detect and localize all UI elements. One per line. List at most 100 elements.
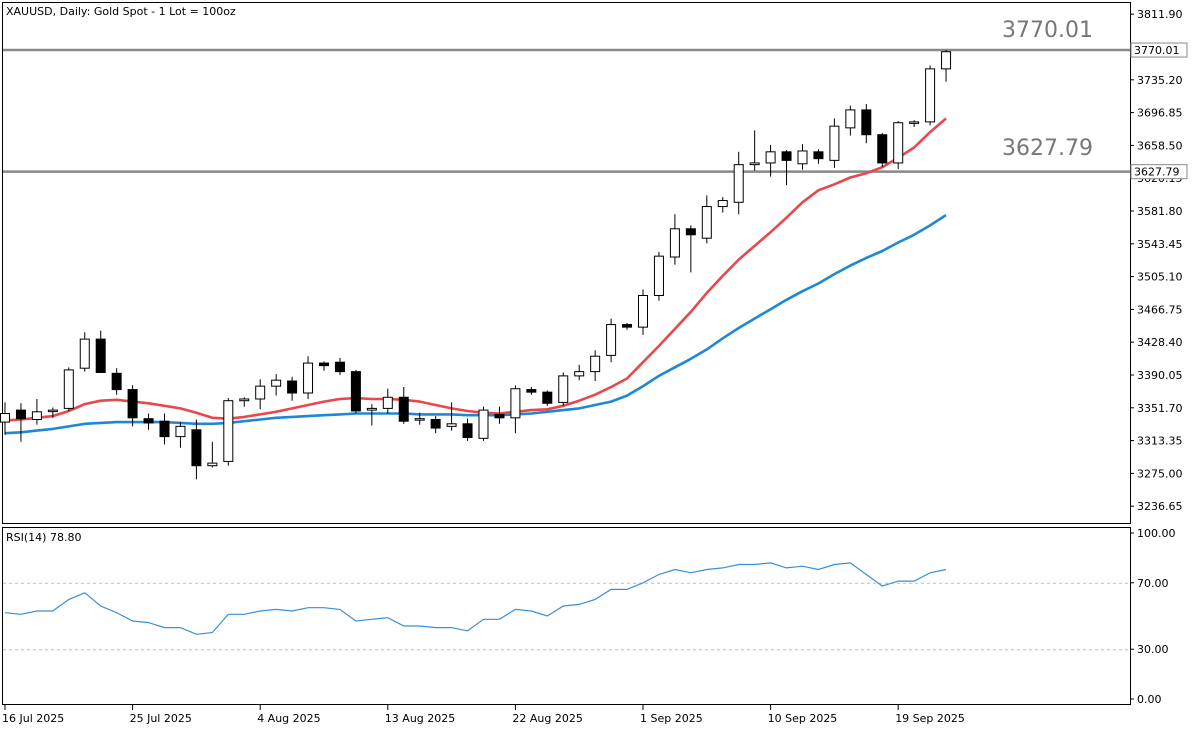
candle-body-bull [223,400,234,462]
candle [446,402,457,431]
candle [669,214,680,265]
candle-body-bull [382,396,393,409]
candle [893,121,904,169]
candle [175,422,186,448]
candle [478,406,489,441]
candle-body-bull [829,125,840,161]
level-tag-text-1: 3627.79 [1134,166,1180,179]
candle-body-bull [255,385,266,400]
candle [494,406,505,424]
candle-body-bull [31,411,42,421]
candle [749,130,760,171]
candle-body-bear [877,134,888,164]
candle [909,120,920,128]
candle [79,332,90,372]
upper-level-label: 3770.01 [1002,18,1093,43]
rsi-info: RSI(14) 78.80 [6,531,81,544]
candle-body-bull [893,122,904,164]
time-tick-label: 4 Aug 2025 [257,712,320,725]
candle [685,225,696,273]
candle [558,372,569,406]
candle [63,367,74,411]
rsi-tick-label: 70.00 [1137,577,1169,590]
candle-body-bear [350,371,361,412]
candle-body-bear [191,429,202,467]
price-tick-label: 3313.35 [1137,435,1183,448]
candle [255,379,266,410]
candle-body-bull [207,462,218,467]
candle-body-bull [175,425,186,438]
ma-slow-line [4,214,947,435]
candle [430,416,441,434]
horizontal-level-lines[interactable] [3,48,1130,173]
candle [334,357,345,376]
level-price-tags: 3770.01 3627.79 [1130,42,1188,180]
candle-body-bear [622,324,633,328]
ma-fast-line [4,117,947,422]
candle-body-bear [494,413,505,419]
price-axis: 3811.903773.453735.203696.853658.503620.… [1130,8,1183,513]
candle [622,322,633,330]
candle-body-bull [63,369,74,409]
candle-body-bear [287,380,298,394]
time-tick-label: 16 Jul 2025 [2,712,64,725]
candle-body-bull [797,150,808,165]
candle-body-bull [446,423,457,427]
level-tag-box-0 [1130,42,1188,58]
time-tick-label: 1 Sep 2025 [640,712,703,725]
candle-body-bull [510,388,521,419]
rsi-series [4,562,947,635]
candle [526,387,537,395]
candle-body-bull [590,355,601,373]
time-tick-label: 13 Aug 2025 [385,712,455,725]
candle [861,103,872,144]
rsi-axis: 100.00 70.00 30.00 0.00 [1130,527,1176,706]
candle [207,441,218,468]
price-tick-label: 3735.20 [1137,74,1183,87]
candle [47,407,58,418]
candle-body-bull [765,151,776,164]
candle-body-bear [127,389,138,419]
candle [350,369,361,414]
time-axis: 16 Jul 2025 25 Jul 2025 4 Aug 2025 13 Aug 2… [2,705,965,725]
candle [143,413,154,430]
candle-body-bull [0,413,10,423]
candle [590,350,601,382]
candle [271,374,282,396]
candle [287,376,298,401]
candle-body-bull [845,109,856,129]
candle [382,388,393,414]
rsi-line [4,562,947,635]
price-tick-label: 3275.00 [1137,467,1183,480]
candle-body-bear [111,372,122,391]
candle-body-bear [685,228,696,236]
candle [319,361,329,371]
level-tag-box-1 [1130,164,1188,180]
candle-body-bear [15,409,26,420]
candle-body-bull [271,379,282,387]
candle-body-bear [159,420,170,438]
candle-body-bull [669,228,680,258]
candle [366,404,377,426]
candle-body-bull [558,375,569,403]
candle-body-bull [606,324,617,356]
candle-body-bull [749,162,760,166]
candle [542,390,553,406]
candle-body-bull [717,200,728,208]
candle-body-bull [366,407,377,411]
rsi-tick-label: 100.00 [1137,527,1176,540]
time-tick-label: 10 Sep 2025 [768,712,838,725]
candle-body-bull [925,68,936,123]
candle [797,144,808,170]
candle [941,50,952,82]
price-tick-label: 3658.50 [1137,139,1183,152]
candle-body-bear [781,151,792,161]
candle-body-bear [398,396,409,422]
price-tick-label: 3811.90 [1137,8,1183,21]
price-tick-label: 3466.75 [1137,303,1183,316]
candle-body-bear [430,419,441,429]
lower-level-label: 3627.79 [1002,136,1093,161]
candle-body-bear [861,109,872,136]
candle [701,195,712,244]
